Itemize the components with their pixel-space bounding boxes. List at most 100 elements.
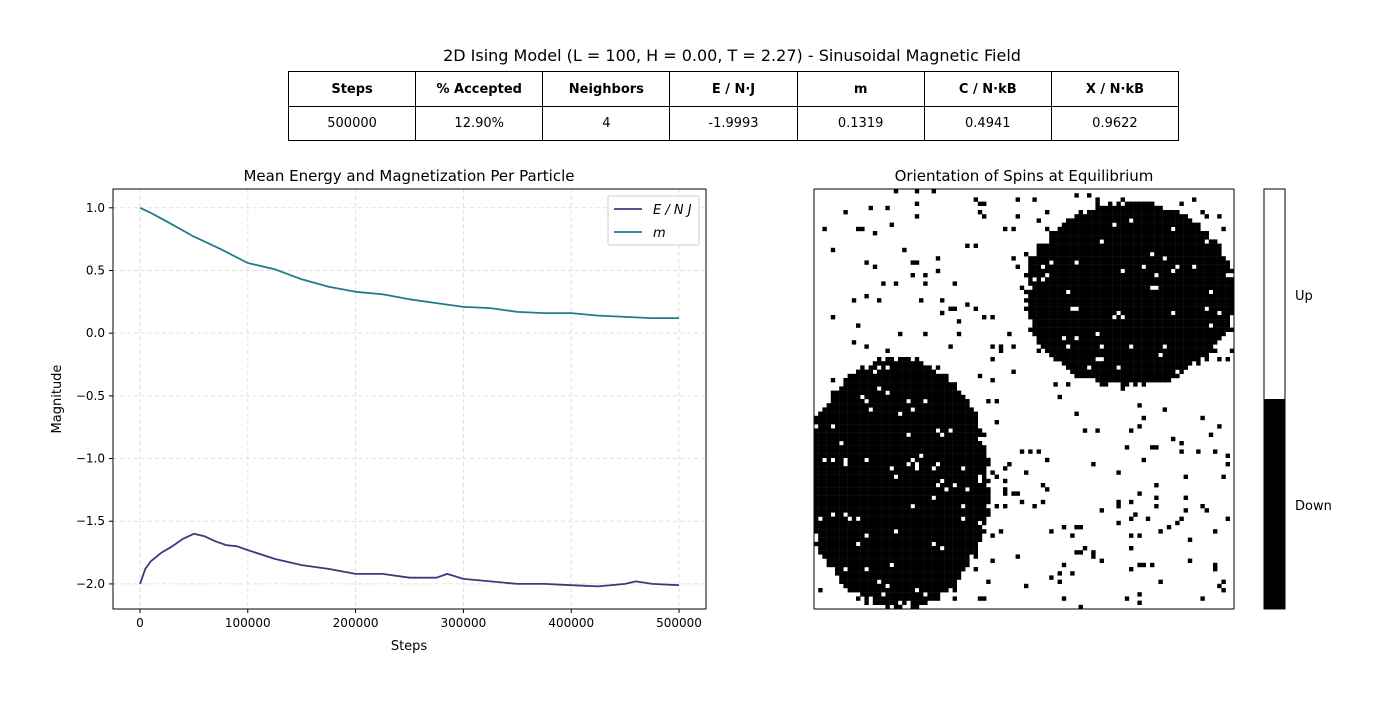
spin-cell-down bbox=[1154, 352, 1159, 358]
spin-cell-down bbox=[914, 520, 920, 526]
spin-cell-down bbox=[1061, 361, 1067, 366]
spin-cell-down bbox=[893, 449, 899, 454]
spin-cell-down bbox=[952, 470, 957, 475]
spin-cell-down bbox=[1074, 285, 1079, 290]
spin-cell-down bbox=[889, 436, 894, 442]
spin-cell-down bbox=[944, 428, 949, 433]
spin-cell-down bbox=[919, 394, 924, 400]
spin-cell-down bbox=[1150, 348, 1155, 353]
spin-cell-down bbox=[910, 579, 915, 584]
spin-cell-down bbox=[919, 386, 924, 391]
spin-cell-down bbox=[969, 436, 974, 442]
spin-cell-down bbox=[1137, 256, 1142, 261]
spin-cell-down bbox=[1116, 268, 1121, 274]
spin-cell-down bbox=[872, 386, 878, 391]
spin-cell-down bbox=[1103, 268, 1109, 274]
spin-cell-down bbox=[935, 365, 941, 370]
spin-cell-down bbox=[856, 453, 861, 458]
spin-cell-down bbox=[965, 445, 970, 450]
spin-cell-down bbox=[1070, 323, 1075, 328]
spin-cell-down bbox=[1045, 264, 1050, 269]
spin-cell-down bbox=[1124, 298, 1130, 303]
spin-cell-down bbox=[856, 445, 861, 450]
spin-cell-down bbox=[931, 449, 936, 454]
spin-cell-down bbox=[1112, 298, 1117, 303]
spin-cell-down bbox=[1066, 285, 1071, 290]
spin-cell-down bbox=[856, 491, 861, 496]
spin-cell-down bbox=[1137, 373, 1142, 379]
spin-cell-down bbox=[885, 546, 890, 551]
spin-cell-down bbox=[969, 512, 974, 517]
spin-cell-down bbox=[1166, 365, 1172, 370]
spin-cell-down bbox=[1061, 294, 1067, 299]
spin-cell-down bbox=[1129, 243, 1134, 248]
spin-cell-down bbox=[830, 403, 836, 408]
spin-cell-down bbox=[1120, 235, 1125, 240]
spin-cell-down bbox=[948, 499, 953, 505]
spin-cell-down bbox=[931, 424, 936, 429]
spin-cell-down bbox=[1066, 281, 1071, 286]
spin-cell-down bbox=[1225, 268, 1230, 274]
spin-cell-down bbox=[1053, 289, 1058, 295]
spin-cell-down bbox=[982, 516, 987, 521]
value-heat-capacity: 0.4941 bbox=[923, 106, 1052, 141]
spin-cell-down bbox=[1187, 247, 1193, 253]
spin-cell-down bbox=[1087, 222, 1092, 227]
spin-cell-down bbox=[814, 483, 819, 488]
spin-cell-down bbox=[1137, 222, 1142, 227]
spin-cell-down bbox=[969, 424, 974, 429]
spin-cell-down bbox=[923, 491, 928, 496]
spin-cell-down bbox=[822, 537, 827, 542]
spin-cell-down bbox=[965, 491, 970, 496]
spin-cell-down bbox=[1078, 340, 1083, 345]
spin-cell-down bbox=[1124, 378, 1130, 383]
spin-cell-down bbox=[1078, 373, 1083, 379]
spin-cell-down bbox=[860, 470, 865, 475]
spin-cell-down bbox=[1183, 231, 1188, 236]
spin-cell-down bbox=[881, 369, 886, 374]
spin-cell-down bbox=[843, 550, 848, 555]
spin-cell-down bbox=[935, 399, 941, 404]
spin-cell-down bbox=[1200, 273, 1205, 278]
spin-cell-down bbox=[885, 369, 890, 374]
spin-cell-down bbox=[948, 403, 953, 408]
spin-cell-down bbox=[902, 554, 907, 559]
spin-cell-down bbox=[818, 512, 823, 517]
spin-cell-down bbox=[1137, 424, 1142, 429]
spin-cell-down bbox=[1078, 218, 1083, 223]
spin-cell-down bbox=[822, 554, 827, 559]
spin-cell-down bbox=[872, 495, 878, 500]
spin-cell-down bbox=[910, 361, 915, 366]
spin-cell-down bbox=[923, 462, 928, 467]
spin-cell-down bbox=[1141, 294, 1146, 299]
spin-cell-down bbox=[956, 478, 962, 484]
spin-cell-down bbox=[843, 533, 848, 538]
spin-cell-down bbox=[973, 512, 978, 517]
spin-cell-down bbox=[1196, 226, 1201, 232]
spin-cell-down bbox=[1103, 264, 1109, 269]
spin-cell-down bbox=[864, 424, 869, 429]
spin-cell-down bbox=[818, 449, 823, 454]
spin-cell-down bbox=[881, 390, 886, 395]
spin-cell-down bbox=[893, 470, 899, 475]
spin-cell-down bbox=[1154, 268, 1159, 274]
spin-cell-down bbox=[1099, 256, 1104, 261]
spin-cell-down bbox=[877, 424, 882, 429]
spin-cell-down bbox=[906, 529, 911, 534]
spin-cell-down bbox=[843, 491, 848, 496]
spin-cell-down bbox=[881, 487, 886, 492]
spin-cell-down bbox=[1150, 306, 1155, 311]
spin-cell-down bbox=[1066, 247, 1071, 253]
spin-cell-down bbox=[1061, 323, 1067, 328]
spin-cell-down bbox=[973, 520, 978, 526]
spin-cell-down bbox=[1040, 306, 1046, 311]
spin-cell-down bbox=[1095, 336, 1100, 341]
spin-cell-down bbox=[1200, 331, 1205, 337]
spin-cell-down bbox=[898, 512, 903, 517]
spin-cell-down bbox=[948, 432, 953, 437]
spin-cell-down bbox=[1183, 327, 1188, 332]
spin-cell-down bbox=[973, 470, 978, 475]
spin-cell-down bbox=[948, 541, 953, 547]
spin-cell-down bbox=[830, 537, 836, 542]
spin-cell-down bbox=[1154, 256, 1159, 261]
